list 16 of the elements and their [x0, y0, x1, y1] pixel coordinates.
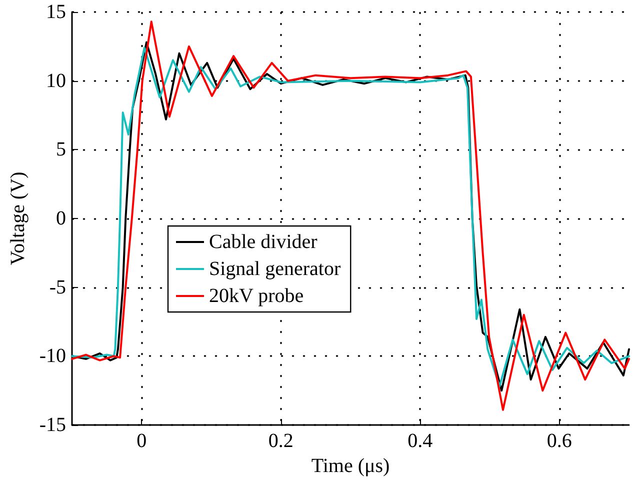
- legend-label: Cable divider: [209, 231, 318, 253]
- y-tick-label: 15: [46, 1, 66, 23]
- legend-label: Signal generator: [209, 258, 341, 280]
- legend-label: 20kV probe: [209, 285, 304, 307]
- x-tick-label: 0: [136, 430, 147, 452]
- y-tick-label: 10: [46, 70, 66, 92]
- x-tick-label: 0.2: [268, 430, 294, 452]
- y-tick-label: -5: [49, 276, 66, 298]
- y-tick-label: -10: [39, 345, 66, 368]
- x-axis-title: Time (μs): [311, 454, 390, 477]
- x-tick-label: 0.4: [408, 430, 433, 452]
- y-tick-label: 0: [56, 208, 66, 230]
- y-tick-label: -15: [39, 414, 66, 436]
- y-tick-label: 5: [56, 138, 66, 161]
- x-tick-label: 0.6: [546, 430, 572, 452]
- y-axis-title: Voltage (V): [7, 172, 29, 266]
